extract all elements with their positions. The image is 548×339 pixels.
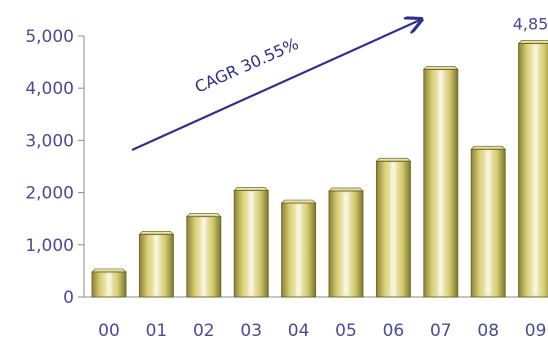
x-tick-label: 03 (240, 321, 262, 339)
x-tick-label: 02 (193, 321, 215, 339)
bar-highlight-06 (390, 163, 397, 295)
bar-highlight-04 (295, 205, 302, 295)
x-axis: 00 01 02 03 04 05 06 07 08 09 (98, 321, 546, 339)
bar-highlight-01 (153, 236, 160, 295)
bar-top-09 (517, 40, 548, 44)
data-label: 4,858 (513, 14, 548, 33)
value-labels-group: 4,858 (513, 14, 548, 33)
y-tick-label: 5,000 (25, 27, 74, 47)
bar-00 (91, 271, 127, 298)
bar-highlight-02 (201, 218, 207, 295)
bar-highlight-08 (485, 151, 491, 295)
y-axis: 0 1,000 2,000 3,000 4,000 5,000 (25, 27, 548, 308)
y-tick-label: 1,000 (25, 236, 74, 256)
bar-top-01 (138, 231, 175, 235)
x-tick-label: 05 (335, 321, 357, 339)
bar-top-02 (185, 213, 222, 217)
bar-top-08 (470, 145, 507, 150)
bar-top-07 (422, 66, 459, 70)
x-tick-label: 04 (288, 321, 310, 339)
x-tick-label: 07 (430, 321, 452, 339)
bar-06 (375, 160, 411, 298)
bar-highlight-05 (343, 193, 349, 295)
bar-top-06 (375, 157, 412, 162)
y-tick-label: 2,000 (25, 184, 74, 204)
bar-top-04 (280, 199, 317, 204)
bar-08 (470, 148, 506, 298)
x-tick-label: 06 (383, 321, 405, 339)
bar-top-03 (233, 187, 270, 191)
x-tick-label: 09 (525, 321, 547, 339)
bar-07 (423, 68, 459, 298)
bar-highlight-09 (532, 45, 539, 295)
bar-05 (328, 190, 364, 298)
x-tick-label: 00 (98, 321, 120, 339)
bar-09 (518, 42, 548, 298)
bars-group (91, 40, 548, 298)
y-tick-label: 3,000 (25, 131, 74, 151)
bar-top-00 (91, 268, 127, 273)
bar-highlight-00 (106, 273, 112, 295)
bar-highlight-07 (438, 71, 444, 296)
cagr-annotation: CAGR 30.55% (192, 34, 302, 97)
y-tick-label: 0 (63, 288, 74, 308)
growth-arrow (131, 20, 420, 152)
x-tick-label: 01 (146, 321, 168, 339)
bar-top-05 (328, 187, 364, 192)
bar-02 (186, 216, 222, 298)
y-tick-label: 4,000 (25, 79, 74, 99)
x-tick-label: 08 (477, 321, 499, 339)
bar-highlight-03 (248, 192, 254, 295)
